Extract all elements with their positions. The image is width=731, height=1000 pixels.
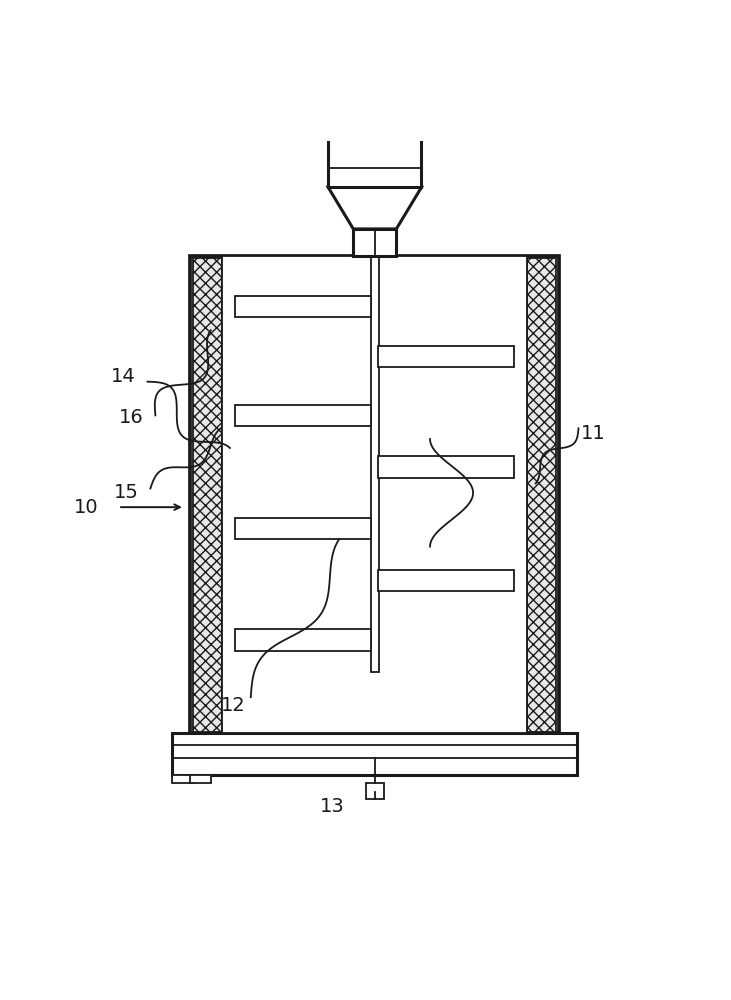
- Bar: [194, 258, 222, 732]
- Bar: [222, 256, 527, 733]
- Bar: [235, 405, 371, 426]
- Bar: [371, 256, 379, 672]
- Polygon shape: [328, 187, 422, 229]
- Bar: [190, 256, 559, 733]
- Bar: [190, 775, 211, 783]
- Text: 15: 15: [114, 483, 139, 502]
- Bar: [379, 346, 514, 367]
- Bar: [527, 258, 556, 732]
- Bar: [366, 783, 384, 799]
- Bar: [353, 229, 396, 256]
- Bar: [172, 775, 194, 783]
- Text: 12: 12: [221, 696, 245, 715]
- Text: 10: 10: [74, 498, 98, 517]
- Text: 13: 13: [319, 797, 344, 816]
- Text: 16: 16: [118, 408, 143, 427]
- Bar: [379, 456, 514, 478]
- Bar: [235, 518, 371, 539]
- Bar: [235, 629, 371, 651]
- Polygon shape: [328, 72, 422, 101]
- Bar: [172, 733, 577, 775]
- Bar: [328, 101, 422, 187]
- Bar: [235, 296, 371, 317]
- Bar: [379, 570, 514, 591]
- Text: 11: 11: [580, 424, 605, 443]
- Text: 14: 14: [110, 367, 135, 386]
